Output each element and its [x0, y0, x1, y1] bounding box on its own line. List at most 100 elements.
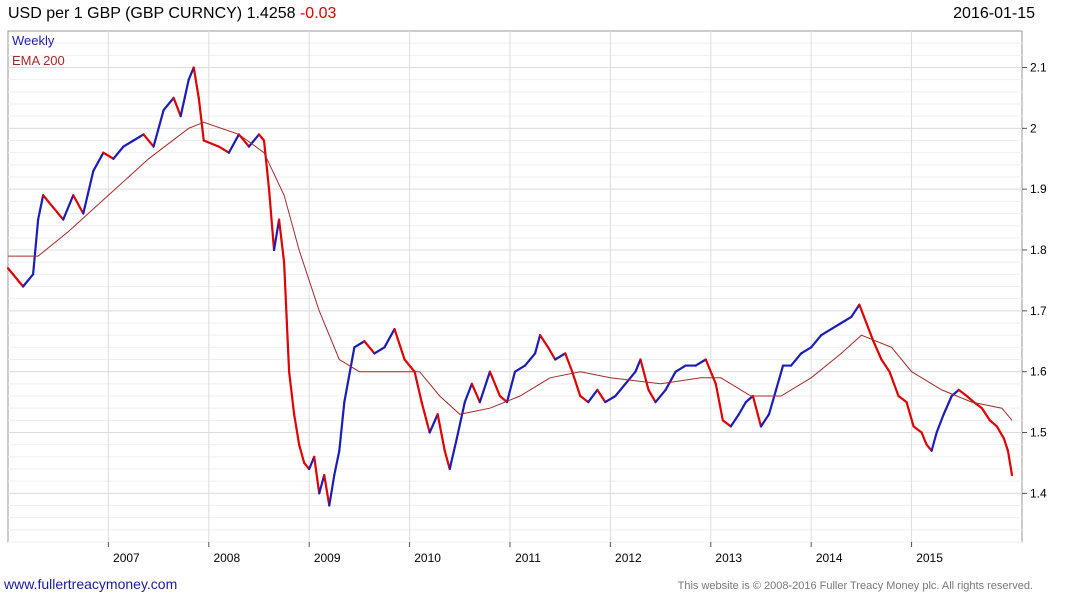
x-tick-label: 2007	[113, 551, 140, 565]
weekly-segment	[654, 388, 667, 404]
weekly-segment	[647, 388, 657, 404]
weekly-segment	[202, 139, 220, 148]
chart-title: USD per 1 GBP (GBP CURNCY) 1.4258 -0.03	[8, 5, 336, 23]
weekly-segment	[52, 206, 65, 221]
weekly-segment	[888, 370, 900, 398]
weekly-segment	[498, 394, 509, 404]
weekly-segment	[905, 400, 915, 428]
weekly-segment	[513, 364, 527, 373]
weekly-segment	[102, 151, 115, 160]
weekly-segment	[858, 303, 868, 325]
weekly-segment	[272, 218, 281, 252]
weekly-segment	[318, 473, 326, 495]
weekly-segment	[227, 133, 241, 154]
weekly-segment	[505, 370, 517, 404]
weekly-segment	[62, 194, 75, 221]
weekly-segment	[313, 455, 321, 495]
weekly-segment	[428, 413, 439, 434]
weekly-segment	[694, 358, 707, 367]
weekly-segment	[897, 394, 908, 404]
y-tick-label: 1.5	[1030, 426, 1047, 440]
weekly-segment	[353, 340, 366, 349]
weekly-segment	[112, 145, 125, 160]
y-tick-label: 1.4	[1030, 486, 1047, 500]
weekly-segment	[751, 394, 763, 428]
weekly-segment	[920, 431, 928, 446]
weekly-segment	[247, 133, 261, 148]
weekly-segment	[604, 394, 617, 404]
weekly-segment	[470, 382, 481, 404]
ema-line	[8, 121, 1013, 421]
weekly-segment	[639, 358, 650, 392]
weekly-segment	[363, 340, 376, 355]
weekly-segment	[737, 400, 748, 416]
weekly-segment	[262, 139, 271, 191]
weekly-segment	[92, 151, 105, 173]
weekly-segment	[988, 419, 999, 428]
weekly-segment	[257, 133, 266, 142]
weekly-segment	[533, 334, 542, 355]
weekly-segment	[930, 431, 938, 452]
weekly-segment	[1002, 437, 1010, 452]
weekly-segment	[373, 346, 386, 355]
weekly-segment	[729, 413, 740, 428]
weekly-segment	[308, 455, 316, 471]
weekly-segment	[152, 108, 165, 148]
weekly-segment	[664, 370, 677, 392]
weekly-segment	[37, 194, 45, 221]
weekly-segment	[455, 400, 466, 440]
weekly-segment	[587, 388, 599, 404]
x-tick-label: 2015	[916, 551, 943, 565]
weekly-segment	[333, 449, 341, 477]
weekly-segment	[132, 133, 145, 142]
copyright-text: This website is © 2008-2016 Fuller Treac…	[677, 580, 1033, 592]
weekly-segment	[217, 145, 230, 154]
weekly-segment	[564, 352, 574, 373]
weekly-segment	[443, 449, 451, 471]
y-tick-label: 2	[1030, 121, 1037, 135]
weekly-segment	[488, 370, 502, 398]
weekly-segment	[162, 96, 175, 112]
weekly-segment	[403, 358, 416, 373]
weekly-segment	[393, 327, 406, 361]
weekly-segment	[614, 382, 627, 398]
weekly-segment	[237, 133, 251, 148]
x-tick-label: 2010	[414, 551, 441, 565]
weekly-segment	[6, 267, 25, 288]
weekly-segment	[634, 358, 642, 373]
weekly-segment	[1006, 449, 1014, 477]
weekly-segment	[338, 400, 346, 452]
weekly-segment	[282, 261, 291, 373]
weekly-segment	[277, 218, 286, 264]
weekly-segment	[31, 218, 40, 276]
chart-date: 2016-01-15	[953, 5, 1035, 22]
weekly-segment	[800, 346, 813, 355]
weekly-segment	[293, 413, 301, 446]
weekly-segment	[820, 327, 833, 337]
weekly-segment	[714, 382, 724, 422]
weekly-segment	[187, 66, 195, 81]
weekly-segment	[554, 352, 567, 361]
weekly-segment	[436, 413, 446, 452]
y-tick-label: 2.1	[1030, 61, 1047, 75]
x-tick-label: 2008	[213, 551, 240, 565]
x-tick-label: 2009	[314, 551, 341, 565]
weekly-segment	[744, 394, 755, 404]
x-tick-label: 2014	[816, 551, 843, 565]
chart-header: USD per 1 GBP (GBP CURNCY) 1.4258 -0.03 …	[0, 0, 1075, 30]
site-link[interactable]: www.fullertreacymoney.com	[4, 576, 178, 592]
weekly-segment	[383, 327, 396, 349]
y-tick-label: 1.6	[1030, 365, 1047, 379]
weekly-segment	[463, 382, 473, 404]
weekly-segment	[957, 388, 968, 398]
weekly-segment	[995, 425, 1006, 440]
weekly-segment	[721, 419, 732, 428]
weekly-segment	[42, 194, 55, 209]
weekly-segment	[328, 473, 336, 507]
weekly-segment	[865, 321, 875, 343]
weekly-segment	[759, 413, 771, 428]
legend-weekly: Weekly	[12, 33, 55, 48]
weekly-segment	[82, 169, 95, 215]
weekly-segment	[420, 400, 431, 434]
weekly-segment	[774, 364, 785, 392]
